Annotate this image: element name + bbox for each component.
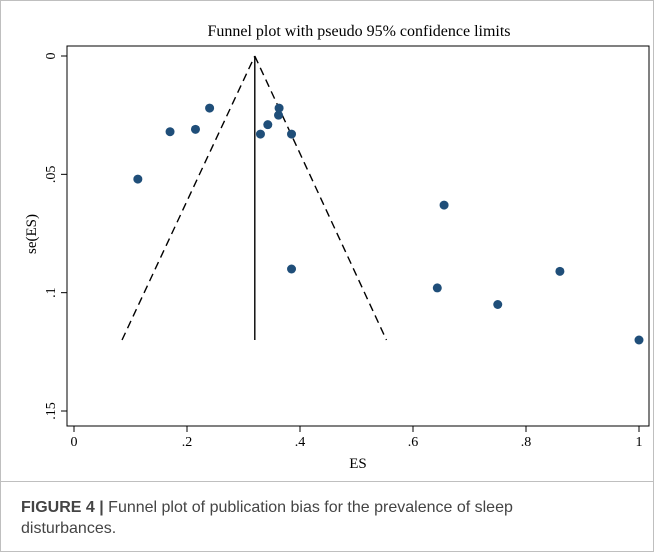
upper-confidence-limit bbox=[254, 55, 388, 341]
x-tick-label: .4 bbox=[295, 435, 306, 450]
y-tick-label: .05 bbox=[44, 166, 59, 184]
y-axis-label: se(ES) bbox=[24, 214, 40, 254]
x-tick-label: .8 bbox=[521, 435, 532, 450]
figure-caption: FIGURE 4 | Funnel plot of publication bi… bbox=[21, 497, 581, 539]
x-tick-label: .2 bbox=[182, 435, 193, 450]
caption-label: FIGURE 4 | bbox=[21, 499, 104, 516]
funnel-plot: Funnel plot with pseudo 95% confidence l… bbox=[24, 23, 650, 472]
study-point bbox=[287, 264, 297, 274]
x-axis-label: ES bbox=[349, 456, 367, 472]
axes: 0 .2 .4 .6 .8 1 0 .05 .1 .15 bbox=[44, 45, 650, 450]
study-point bbox=[439, 200, 449, 210]
chart-title: Funnel plot with pseudo 95% confidence l… bbox=[207, 23, 510, 40]
y-tick-label: 0 bbox=[44, 53, 59, 60]
study-point bbox=[190, 124, 200, 134]
study-point bbox=[274, 110, 284, 120]
study-point bbox=[555, 266, 565, 276]
x-tick-label: 0 bbox=[71, 435, 78, 450]
study-point bbox=[493, 300, 503, 309]
y-tick-label: .1 bbox=[44, 287, 59, 298]
study-point bbox=[287, 129, 297, 139]
lower-confidence-limit bbox=[121, 55, 256, 341]
study-point bbox=[274, 103, 284, 113]
caption-divider bbox=[1, 481, 654, 482]
study-points bbox=[133, 103, 644, 345]
study-point bbox=[263, 120, 273, 130]
study-point bbox=[165, 127, 175, 137]
x-tick-label: .6 bbox=[408, 435, 419, 450]
study-point bbox=[634, 335, 644, 345]
confidence-limits bbox=[121, 55, 388, 341]
study-point bbox=[133, 174, 143, 184]
study-point bbox=[205, 103, 215, 113]
study-point bbox=[255, 129, 265, 139]
study-point bbox=[432, 283, 442, 293]
x-tick-label: 1 bbox=[636, 435, 643, 450]
y-tick-label: .15 bbox=[44, 402, 59, 420]
plot-area-frame bbox=[66, 45, 650, 427]
caption-text: Funnel plot of publication bias for the … bbox=[21, 499, 513, 537]
